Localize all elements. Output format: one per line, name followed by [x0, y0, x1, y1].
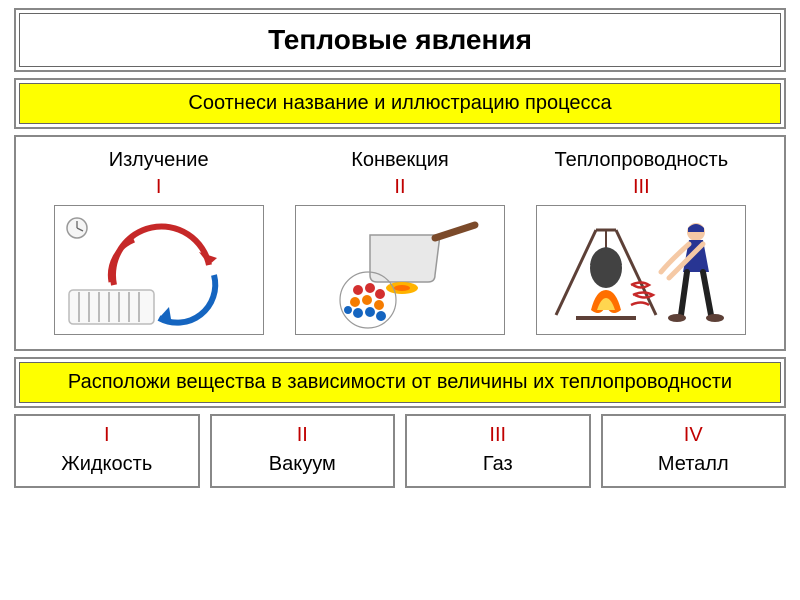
- process-label-1: Излучение: [38, 149, 279, 172]
- title-frame: Тепловые явления: [14, 8, 786, 72]
- substance-roman-4: IV: [607, 424, 781, 447]
- task1-frame: Соотнеси название и иллюстрацию процесса: [14, 78, 786, 129]
- substance-2[interactable]: II Вакуум: [210, 414, 396, 488]
- substance-1[interactable]: I Жидкость: [14, 414, 200, 488]
- campfire-person-icon: [541, 210, 741, 330]
- substance-name-2: Вакуум: [216, 453, 390, 476]
- substance-roman-3: III: [411, 424, 585, 447]
- card-radiator[interactable]: [54, 205, 264, 335]
- card-pot[interactable]: [295, 205, 505, 335]
- process-roman-3: III: [521, 176, 762, 199]
- substance-name-4: Металл: [607, 453, 781, 476]
- substance-roman-1: I: [20, 424, 194, 447]
- substance-4[interactable]: IV Металл: [601, 414, 787, 488]
- radiator-convection-icon: [59, 210, 259, 330]
- process-col-1[interactable]: Излучение I: [38, 149, 279, 335]
- task2-frame: Расположи вещества в зависимости от вели…: [14, 357, 786, 408]
- substance-roman-2: II: [216, 424, 390, 447]
- task2-text: Расположи вещества в зависимости от вели…: [19, 362, 781, 403]
- process-roman-1: I: [38, 176, 279, 199]
- substance-name-3: Газ: [411, 453, 585, 476]
- process-label-3: Теплопроводность: [521, 149, 762, 172]
- card-campfire[interactable]: [536, 205, 746, 335]
- processes-section: Излучение I: [14, 135, 786, 351]
- substance-name-1: Жидкость: [20, 453, 194, 476]
- page-title: Тепловые явления: [19, 13, 781, 67]
- process-col-2[interactable]: Конвекция II: [279, 149, 520, 335]
- substances-row: I Жидкость II Вакуум III Газ IV Металл: [14, 414, 786, 488]
- process-label-2: Конвекция: [279, 149, 520, 172]
- task1-text: Соотнеси название и иллюстрацию процесса: [19, 83, 781, 124]
- process-roman-2: II: [279, 176, 520, 199]
- pot-boiling-icon: [300, 210, 500, 330]
- substance-3[interactable]: III Газ: [405, 414, 591, 488]
- process-col-3[interactable]: Теплопроводность III: [521, 149, 762, 335]
- process-labels: Излучение I: [38, 149, 762, 335]
